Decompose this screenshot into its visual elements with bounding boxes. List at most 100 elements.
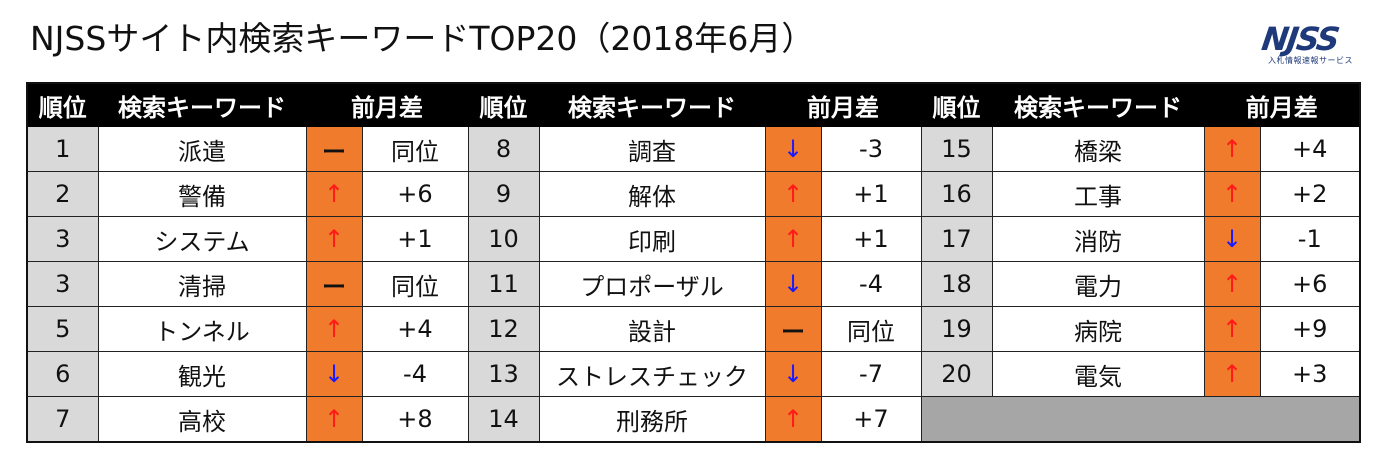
keyword-cell: 警備 <box>97 171 307 217</box>
logo-mark: NJSS <box>1259 20 1341 58</box>
rank-cell: 1 <box>26 126 99 172</box>
diff-cell: +8 <box>361 396 469 443</box>
table-row: 3 清掃ー同位 11 プロポーザル ↓ -4 18 電力 ↑ +6 <box>26 261 1361 307</box>
rank-cell: 16 <box>920 171 993 217</box>
arrow-up-icon: ↑ <box>764 171 822 217</box>
diff-cell: -7 <box>820 351 922 397</box>
header-rank: 順位 <box>920 82 993 127</box>
keyword-cell: 清掃 <box>97 261 307 307</box>
header-keyword: 検索キーワード <box>97 82 307 127</box>
diff-cell: +6 <box>1259 261 1361 307</box>
diff-cell: 同位 <box>361 261 469 307</box>
arrow-down-icon: ↓ <box>764 126 822 172</box>
rank-cell: 6 <box>26 351 99 397</box>
rank-cell: 8 <box>467 126 540 172</box>
arrow-up-icon: ↑ <box>764 396 822 443</box>
diff-cell: +6 <box>361 171 469 217</box>
rank-cell: 18 <box>920 261 993 307</box>
dash-icon: ー <box>764 306 822 352</box>
arrow-up-icon: ↑ <box>1203 126 1261 172</box>
keyword-cell: 刑務所 <box>538 396 766 443</box>
arrow-up-icon: ↑ <box>305 396 363 443</box>
table-row: 7 高校 ↑ +8 14 刑務所 ↑ +7 <box>26 396 1361 443</box>
keyword-cell: 電気 <box>991 351 1205 397</box>
njss-logo: NJSS 入札情報速報サービス <box>1259 20 1362 72</box>
rank-cell: 3 <box>26 216 99 262</box>
arrow-up-icon: ↑ <box>1203 306 1261 352</box>
keyword-cell: 解体 <box>538 171 766 217</box>
rank-cell: 14 <box>467 396 540 443</box>
keyword-cell: 印刷 <box>538 216 766 262</box>
rank-cell: 13 <box>467 351 540 397</box>
rank-cell: 10 <box>467 216 540 262</box>
rank-cell: 15 <box>920 126 993 172</box>
diff-cell: -4 <box>361 351 469 397</box>
rank-cell: 12 <box>467 306 540 352</box>
rank-cell: 2 <box>26 171 99 217</box>
arrow-up-icon: ↑ <box>305 171 363 217</box>
rank-cell: 3 <box>26 261 99 307</box>
keyword-cell: 設計 <box>538 306 766 352</box>
rank-cell: 5 <box>26 306 99 352</box>
keyword-cell: 工事 <box>991 171 1205 217</box>
diff-cell: +1 <box>820 171 922 217</box>
table-header-row: 順位 検索キーワード 前月差 順位 検索キーワード 前月差 順位 検索キーワード… <box>26 82 1361 127</box>
keyword-ranking-table: 順位 検索キーワード 前月差 順位 検索キーワード 前月差 順位 検索キーワード… <box>26 82 1361 443</box>
arrow-down-icon: ↓ <box>305 351 363 397</box>
keyword-cell: 観光 <box>97 351 307 397</box>
logo-subtitle: 入札情報速報サービス <box>1268 56 1353 65</box>
diff-cell: -1 <box>1259 216 1361 262</box>
dash-icon: ー <box>305 126 363 172</box>
diff-cell: 同位 <box>361 126 469 172</box>
rank-cell: 20 <box>920 351 993 397</box>
header-diff: 前月差 <box>764 82 922 127</box>
keyword-cell: 病院 <box>991 306 1205 352</box>
arrow-up-icon: ↑ <box>305 216 363 262</box>
table-row: 3 システム ↑ +1 10 印刷 ↑ +1 17 消防 ↓ -1 <box>26 216 1361 262</box>
header-keyword: 検索キーワード <box>991 82 1205 127</box>
table-row: 2 警備 ↑ +6 9 解体 ↑ +1 16 工事 ↑ +2 <box>26 171 1361 217</box>
arrow-up-icon: ↑ <box>1203 261 1261 307</box>
diff-cell: +1 <box>820 216 922 262</box>
keyword-cell: 橋梁 <box>991 126 1205 172</box>
arrow-up-icon: ↑ <box>1203 351 1261 397</box>
arrow-down-icon: ↓ <box>764 351 822 397</box>
keyword-cell: ストレスチェック <box>538 351 766 397</box>
rank-cell: 19 <box>920 306 993 352</box>
rank-cell: 9 <box>467 171 540 217</box>
keyword-cell: 電力 <box>991 261 1205 307</box>
diff-cell: +4 <box>1259 126 1361 172</box>
arrow-up-icon: ↑ <box>764 216 822 262</box>
arrow-up-icon: ↑ <box>1203 171 1261 217</box>
diff-cell: +1 <box>361 216 469 262</box>
diff-cell: +7 <box>820 396 922 443</box>
diff-cell: +4 <box>361 306 469 352</box>
keyword-cell: 調査 <box>538 126 766 172</box>
empty-cell <box>920 396 1361 443</box>
table-row: 5 トンネル ↑ +4 12 設計ー同位 19 病院 ↑ +9 <box>26 306 1361 352</box>
keyword-cell: 消防 <box>991 216 1205 262</box>
diff-cell: -3 <box>820 126 922 172</box>
keyword-cell: プロポーザル <box>538 261 766 307</box>
keyword-cell: 高校 <box>97 396 307 443</box>
diff-cell: 同位 <box>820 306 922 352</box>
diff-cell: -4 <box>820 261 922 307</box>
header-diff: 前月差 <box>1203 82 1361 127</box>
header-rank: 順位 <box>467 82 540 127</box>
header-diff: 前月差 <box>305 82 469 127</box>
diff-cell: +9 <box>1259 306 1361 352</box>
arrow-up-icon: ↑ <box>305 306 363 352</box>
keyword-cell: システム <box>97 216 307 262</box>
header-keyword: 検索キーワード <box>538 82 766 127</box>
arrow-down-icon: ↓ <box>764 261 822 307</box>
page-title: NJSSサイト内検索キーワードTOP20（2018年6月） <box>30 19 815 58</box>
arrow-down-icon: ↓ <box>1203 216 1261 262</box>
rank-cell: 11 <box>467 261 540 307</box>
table-row: 1 派遣ー同位 8 調査 ↓ -3 15 橋梁 ↑ +4 <box>26 126 1361 172</box>
keyword-cell: 派遣 <box>97 126 307 172</box>
rank-cell: 7 <box>26 396 99 443</box>
dash-icon: ー <box>305 261 363 307</box>
table-row: 6 観光 ↓ -4 13 ストレスチェック ↓ -7 20 電気 ↑ +3 <box>26 351 1361 397</box>
keyword-cell: トンネル <box>97 306 307 352</box>
rank-cell: 17 <box>920 216 993 262</box>
